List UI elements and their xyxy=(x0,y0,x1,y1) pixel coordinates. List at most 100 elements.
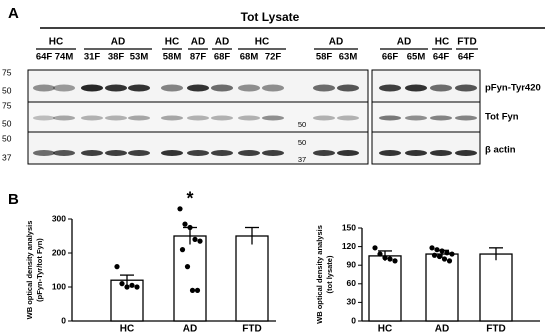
data-point xyxy=(377,251,383,257)
data-point xyxy=(177,206,183,212)
band xyxy=(105,115,127,121)
band xyxy=(313,150,335,156)
header: Tot Lysate xyxy=(241,10,300,24)
band xyxy=(81,84,103,92)
y-tick-label: 120 xyxy=(342,241,356,251)
data-point xyxy=(382,255,388,261)
data-point xyxy=(194,287,201,293)
sample-label: 74M xyxy=(55,52,74,63)
band xyxy=(262,150,284,156)
data-point xyxy=(439,248,445,254)
group-label: AD xyxy=(111,37,125,48)
data-point xyxy=(429,245,435,251)
marker-label: 50 xyxy=(298,138,306,147)
y-tick-label: 60 xyxy=(347,278,357,288)
marker-label: 37 xyxy=(298,155,306,164)
band xyxy=(405,84,427,92)
band xyxy=(379,115,401,121)
data-point xyxy=(436,253,443,260)
data-point xyxy=(444,250,450,256)
marker-label: 75 xyxy=(2,100,12,110)
band xyxy=(187,84,209,92)
x-tick-label: FTD xyxy=(242,324,261,335)
group-label: HC xyxy=(165,37,179,48)
data-point xyxy=(114,264,120,270)
band xyxy=(238,84,260,92)
x-tick-label: HC xyxy=(120,324,134,335)
blot-box xyxy=(371,131,481,165)
sample-label: 87F xyxy=(190,52,207,63)
sample-label: 31F xyxy=(84,52,101,63)
band xyxy=(405,115,427,121)
band xyxy=(455,150,477,156)
group-label: AD xyxy=(215,37,229,48)
marker-label: 50 xyxy=(298,120,306,129)
band xyxy=(53,150,75,156)
sample-label: 64F xyxy=(458,52,475,63)
data-point xyxy=(441,256,448,262)
group-label: HC xyxy=(49,37,63,48)
band xyxy=(211,84,233,92)
data-point xyxy=(134,284,140,290)
band xyxy=(313,115,335,121)
x-tick-label: AD xyxy=(183,324,197,335)
x-tick-label: HC xyxy=(378,324,392,335)
sample-label: 68M xyxy=(240,52,259,63)
data-point xyxy=(179,247,186,253)
y-tick-label: 30 xyxy=(347,297,357,307)
band xyxy=(211,150,233,156)
y-axis-label: WB optical density analysis xyxy=(315,225,324,324)
band xyxy=(128,150,150,156)
row-label: β actin xyxy=(485,145,516,156)
band xyxy=(53,84,75,92)
band xyxy=(405,150,427,156)
marker-label: 50 xyxy=(2,133,12,143)
band xyxy=(105,84,127,92)
band xyxy=(337,150,359,156)
blot-box xyxy=(27,131,369,165)
marker-label: 50 xyxy=(2,118,12,128)
data-point xyxy=(192,236,198,242)
data-point xyxy=(119,281,125,287)
band xyxy=(128,84,150,92)
data-point xyxy=(392,258,398,264)
y-tick-label: 90 xyxy=(347,259,357,269)
band xyxy=(128,115,150,121)
bar xyxy=(173,235,207,322)
band xyxy=(455,84,477,92)
band xyxy=(313,84,335,92)
band xyxy=(379,84,401,92)
band xyxy=(262,115,284,121)
sample-label: 68F xyxy=(214,52,231,63)
band xyxy=(81,150,103,156)
y-tick-label: 100 xyxy=(52,281,66,291)
row-label: Tot Fyn xyxy=(485,112,519,123)
sample-label: 64F xyxy=(433,52,450,63)
y-axis-label: WB optical density analysis xyxy=(25,221,34,320)
band xyxy=(455,115,477,121)
data-point xyxy=(197,238,203,244)
group-label: AD xyxy=(329,37,343,48)
band xyxy=(187,115,209,121)
data-point xyxy=(449,251,455,257)
band xyxy=(238,115,260,121)
band xyxy=(430,150,452,156)
marker-label: 37 xyxy=(2,152,12,162)
band xyxy=(33,84,55,92)
band xyxy=(430,84,452,92)
band xyxy=(161,115,183,121)
sample-label: 53M xyxy=(130,52,149,63)
data-point xyxy=(387,256,393,262)
sample-label: 64F xyxy=(36,52,53,63)
data-point xyxy=(189,287,196,293)
band xyxy=(33,150,55,156)
band xyxy=(53,115,75,121)
group-label: AD xyxy=(191,37,205,48)
band xyxy=(337,115,359,121)
band xyxy=(262,84,284,92)
band xyxy=(105,150,127,156)
y-axis-label: (pFyn-Tyr/tot Fyn) xyxy=(35,238,44,302)
sample-label: 63M xyxy=(339,52,358,63)
group-label: HC xyxy=(435,37,449,48)
bar xyxy=(235,235,269,322)
